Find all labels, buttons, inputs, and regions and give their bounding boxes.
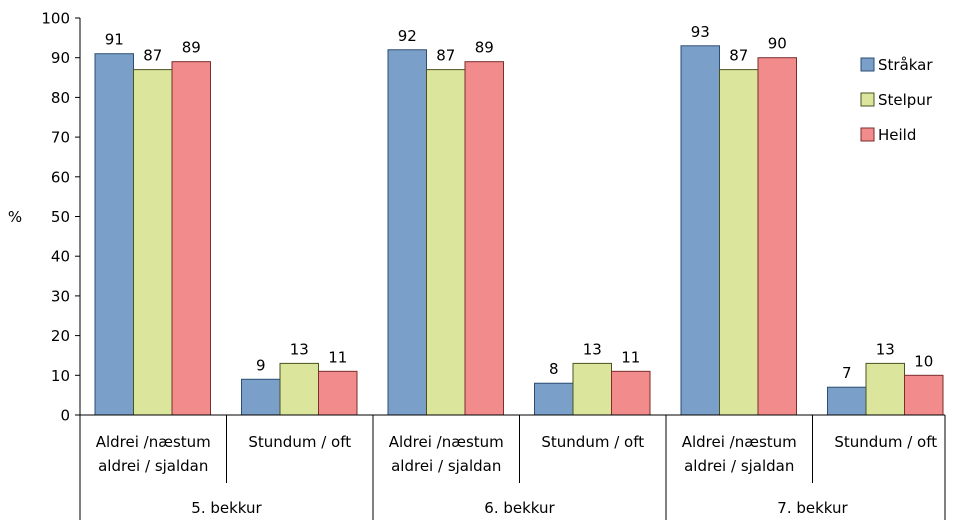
data-label: 90 bbox=[768, 35, 787, 53]
chart-axes: 0 10 20 30 40 50 60 70 80 90 100% bbox=[8, 10, 81, 425]
y-tick-label: 50 bbox=[51, 208, 70, 226]
bar bbox=[534, 382, 574, 416]
x-group-label: 7. bekkur bbox=[777, 499, 848, 517]
x-tick-label: aldrei / sjaldan bbox=[684, 457, 794, 475]
data-label: 11 bbox=[621, 348, 640, 366]
bar bbox=[426, 69, 466, 416]
x-group-label: 5. bekkur bbox=[191, 499, 262, 517]
data-label: 89 bbox=[182, 39, 201, 57]
legend-swatch bbox=[860, 127, 875, 142]
y-tick-label: 60 bbox=[51, 168, 70, 186]
x-tick-label: aldrei / sjaldan bbox=[391, 457, 501, 475]
data-label: 92 bbox=[398, 27, 417, 45]
bar bbox=[279, 362, 319, 416]
y-tick-label: 20 bbox=[51, 327, 70, 345]
bar bbox=[611, 370, 651, 416]
data-label: 11 bbox=[328, 348, 347, 366]
data-label: 93 bbox=[691, 23, 710, 41]
x-tick-label: Aldrei /næstum bbox=[389, 433, 504, 451]
bar bbox=[680, 45, 720, 416]
data-label: 13 bbox=[583, 340, 602, 358]
bar bbox=[133, 69, 173, 416]
y-tick-label: 90 bbox=[51, 49, 70, 67]
bar bbox=[241, 378, 281, 416]
data-label: 87 bbox=[143, 47, 162, 65]
x-group-label: 6. bekkur bbox=[484, 499, 555, 517]
bar bbox=[94, 53, 134, 416]
bar bbox=[757, 57, 797, 416]
y-tick-label: 80 bbox=[51, 89, 70, 107]
x-axis: Aldrei /næstum aldrei / sjaldan Stundum / … bbox=[79, 414, 946, 520]
bar bbox=[318, 370, 358, 416]
data-labels: 91 87 89 9 13 11 92 87 89 8 13 11 93 87 90 7 13 10 bbox=[105, 23, 934, 382]
data-label: 91 bbox=[105, 31, 124, 49]
bar bbox=[464, 61, 504, 416]
data-label: 13 bbox=[876, 340, 895, 358]
y-tick-label: 30 bbox=[51, 287, 70, 305]
y-tick-label: 100 bbox=[41, 10, 70, 28]
legend-label: Heild bbox=[878, 126, 916, 144]
bar bbox=[572, 362, 612, 416]
bar bbox=[387, 49, 427, 416]
y-tick-label: 0 bbox=[60, 407, 70, 425]
y-tick-label: 40 bbox=[51, 248, 70, 266]
chart-bars bbox=[94, 45, 944, 416]
bar bbox=[865, 362, 905, 416]
bar bbox=[904, 374, 944, 416]
bar bbox=[171, 61, 211, 416]
data-label: 13 bbox=[290, 340, 309, 358]
x-tick-label: Stundum / oft bbox=[541, 433, 644, 451]
bar bbox=[827, 386, 867, 416]
legend-label: Stelpur bbox=[878, 91, 933, 109]
y-axis-title: % bbox=[8, 208, 22, 226]
y-tick-label: 70 bbox=[51, 129, 70, 147]
data-label: 8 bbox=[549, 360, 559, 378]
y-tick-label: 10 bbox=[51, 367, 70, 385]
data-label: 9 bbox=[256, 356, 266, 374]
data-label: 87 bbox=[729, 47, 748, 65]
bar bbox=[719, 69, 759, 416]
legend-swatch bbox=[860, 57, 875, 72]
data-label: 10 bbox=[914, 352, 933, 370]
legend: Stråkar Stelpur Heild bbox=[860, 56, 933, 144]
data-label: 87 bbox=[436, 47, 455, 65]
legend-label: Stråkar bbox=[878, 56, 933, 74]
data-label: 89 bbox=[475, 39, 494, 57]
x-tick-label: Stundum / oft bbox=[248, 433, 351, 451]
x-tick-label: aldrei / sjaldan bbox=[98, 457, 208, 475]
data-label: 7 bbox=[842, 364, 852, 382]
legend-swatch bbox=[860, 92, 875, 107]
x-tick-label: Stundum / oft bbox=[834, 433, 937, 451]
x-tick-label: Aldrei /næstum bbox=[682, 433, 797, 451]
x-tick-label: Aldrei /næstum bbox=[96, 433, 211, 451]
